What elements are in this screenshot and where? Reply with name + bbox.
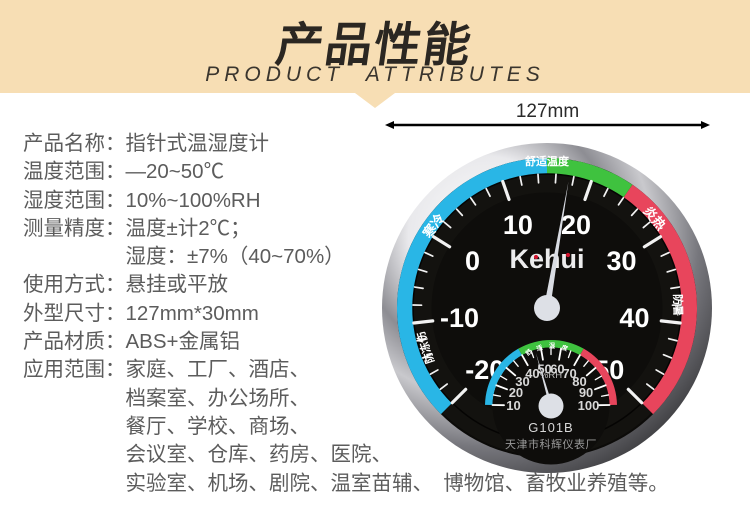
svg-text:防暑: 防暑 [671, 294, 685, 316]
svg-text:40: 40 [619, 303, 649, 333]
svg-text:20: 20 [561, 210, 591, 240]
svg-text:Kehui: Kehui [509, 244, 584, 274]
svg-text:舒适温度: 舒适温度 [525, 154, 570, 168]
svg-text:天津市科辉仪表厂: 天津市科辉仪表厂 [505, 437, 597, 451]
svg-text:100: 100 [578, 398, 600, 413]
svg-text:G101B: G101B [528, 420, 573, 435]
svg-text:30: 30 [606, 246, 636, 276]
svg-text:10: 10 [503, 210, 533, 240]
svg-text:湿: 湿 [549, 342, 555, 350]
svg-text:-10: -10 [440, 303, 479, 333]
svg-text:0: 0 [465, 246, 480, 276]
